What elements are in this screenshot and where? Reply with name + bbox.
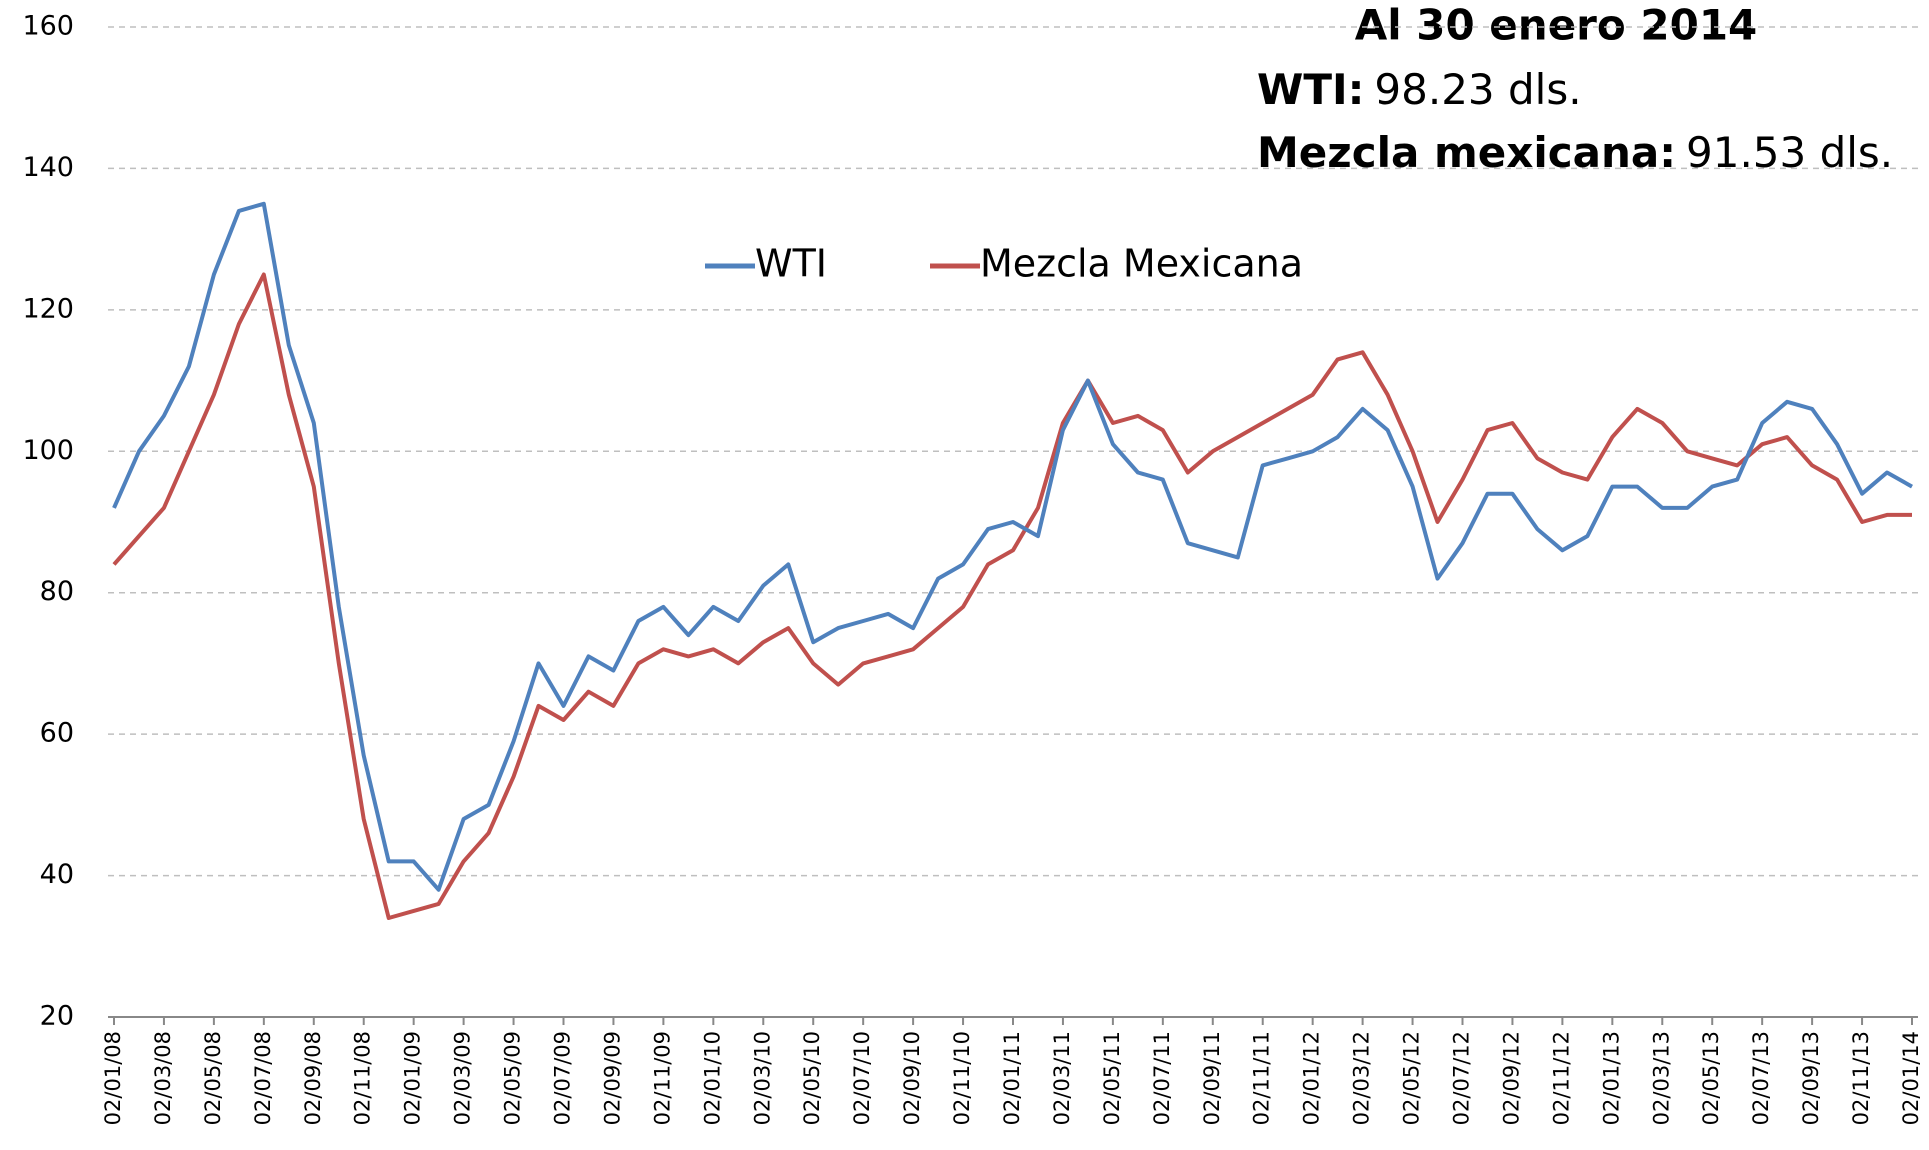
x-tick-label: 02/11/10 xyxy=(950,1031,974,1125)
x-tick-label: 02/03/12 xyxy=(1350,1031,1374,1125)
y-tick-label: 160 xyxy=(22,11,74,42)
x-tick-label: 02/11/12 xyxy=(1549,1031,1573,1125)
x-tick-label: 02/03/10 xyxy=(750,1031,774,1125)
x-tick-label: 02/03/08 xyxy=(151,1031,175,1125)
x-tick-label: 02/07/10 xyxy=(850,1031,874,1125)
x-tick-label: 02/07/11 xyxy=(1150,1031,1174,1125)
y-tick-label: 140 xyxy=(22,152,74,183)
y-tick-label: 80 xyxy=(40,576,74,607)
x-tick-label: 02/05/09 xyxy=(501,1031,525,1125)
y-tick-label: 100 xyxy=(22,435,74,466)
x-tick-label: 02/09/12 xyxy=(1499,1031,1523,1125)
x-tick-label: 02/01/10 xyxy=(700,1031,724,1125)
annotation-label: WTI: xyxy=(1257,65,1364,114)
x-tick-label: 02/03/11 xyxy=(1050,1031,1074,1125)
x-tick-label: 02/05/08 xyxy=(201,1031,225,1125)
legend-label: Mezcla Mexicana xyxy=(980,242,1303,286)
x-tick-label: 02/11/08 xyxy=(351,1031,375,1125)
x-tick-label: 02/05/10 xyxy=(800,1031,824,1125)
y-tick-label: 40 xyxy=(40,859,74,890)
x-tick-label: 02/09/13 xyxy=(1799,1031,1823,1125)
x-tick-label: 02/07/12 xyxy=(1450,1031,1474,1125)
x-tick-label: 02/01/09 xyxy=(401,1031,425,1125)
x-tick-label: 02/01/14 xyxy=(1899,1031,1923,1125)
x-tick-label: 02/11/13 xyxy=(1849,1031,1873,1125)
x-tick-label: 02/05/12 xyxy=(1400,1031,1424,1125)
y-tick-label: 120 xyxy=(22,293,74,324)
x-tick-label: 02/01/13 xyxy=(1599,1031,1623,1125)
y-tick-label: 60 xyxy=(40,718,74,749)
x-tick-label: 02/01/11 xyxy=(1000,1031,1024,1125)
x-tick-label: 02/11/11 xyxy=(1250,1031,1274,1125)
x-tick-label: 02/03/09 xyxy=(451,1031,475,1125)
x-tick-label: 02/07/08 xyxy=(251,1031,275,1125)
x-tick-label: 02/07/09 xyxy=(551,1031,575,1125)
x-tick-label: 02/09/11 xyxy=(1200,1031,1224,1125)
legend-label: WTI xyxy=(755,242,827,286)
x-tick-label: 02/03/13 xyxy=(1649,1031,1673,1125)
x-tick-label: 02/05/11 xyxy=(1100,1031,1124,1125)
x-tick-label: 02/01/12 xyxy=(1300,1031,1324,1125)
series-line xyxy=(112,272,1912,920)
x-tick-label: 02/01/08 xyxy=(101,1031,125,1125)
x-tick-label: 02/07/13 xyxy=(1749,1031,1773,1125)
x-tick-label: 02/09/10 xyxy=(900,1031,924,1125)
x-tick-label: 02/05/13 xyxy=(1699,1031,1723,1125)
series-line xyxy=(112,201,1913,892)
y-tick-label: 20 xyxy=(40,1001,74,1032)
annotation-wti: WTI: 98.23 dls. xyxy=(1257,65,1582,114)
x-tick-label: 02/09/08 xyxy=(301,1031,325,1125)
annotation-text: 98.23 dls. xyxy=(1374,65,1581,114)
annotation-title: Al 30 enero 2014 xyxy=(1355,1,1758,50)
x-tick-label: 02/09/09 xyxy=(600,1031,624,1125)
x-tick-label: 02/11/09 xyxy=(650,1031,674,1125)
